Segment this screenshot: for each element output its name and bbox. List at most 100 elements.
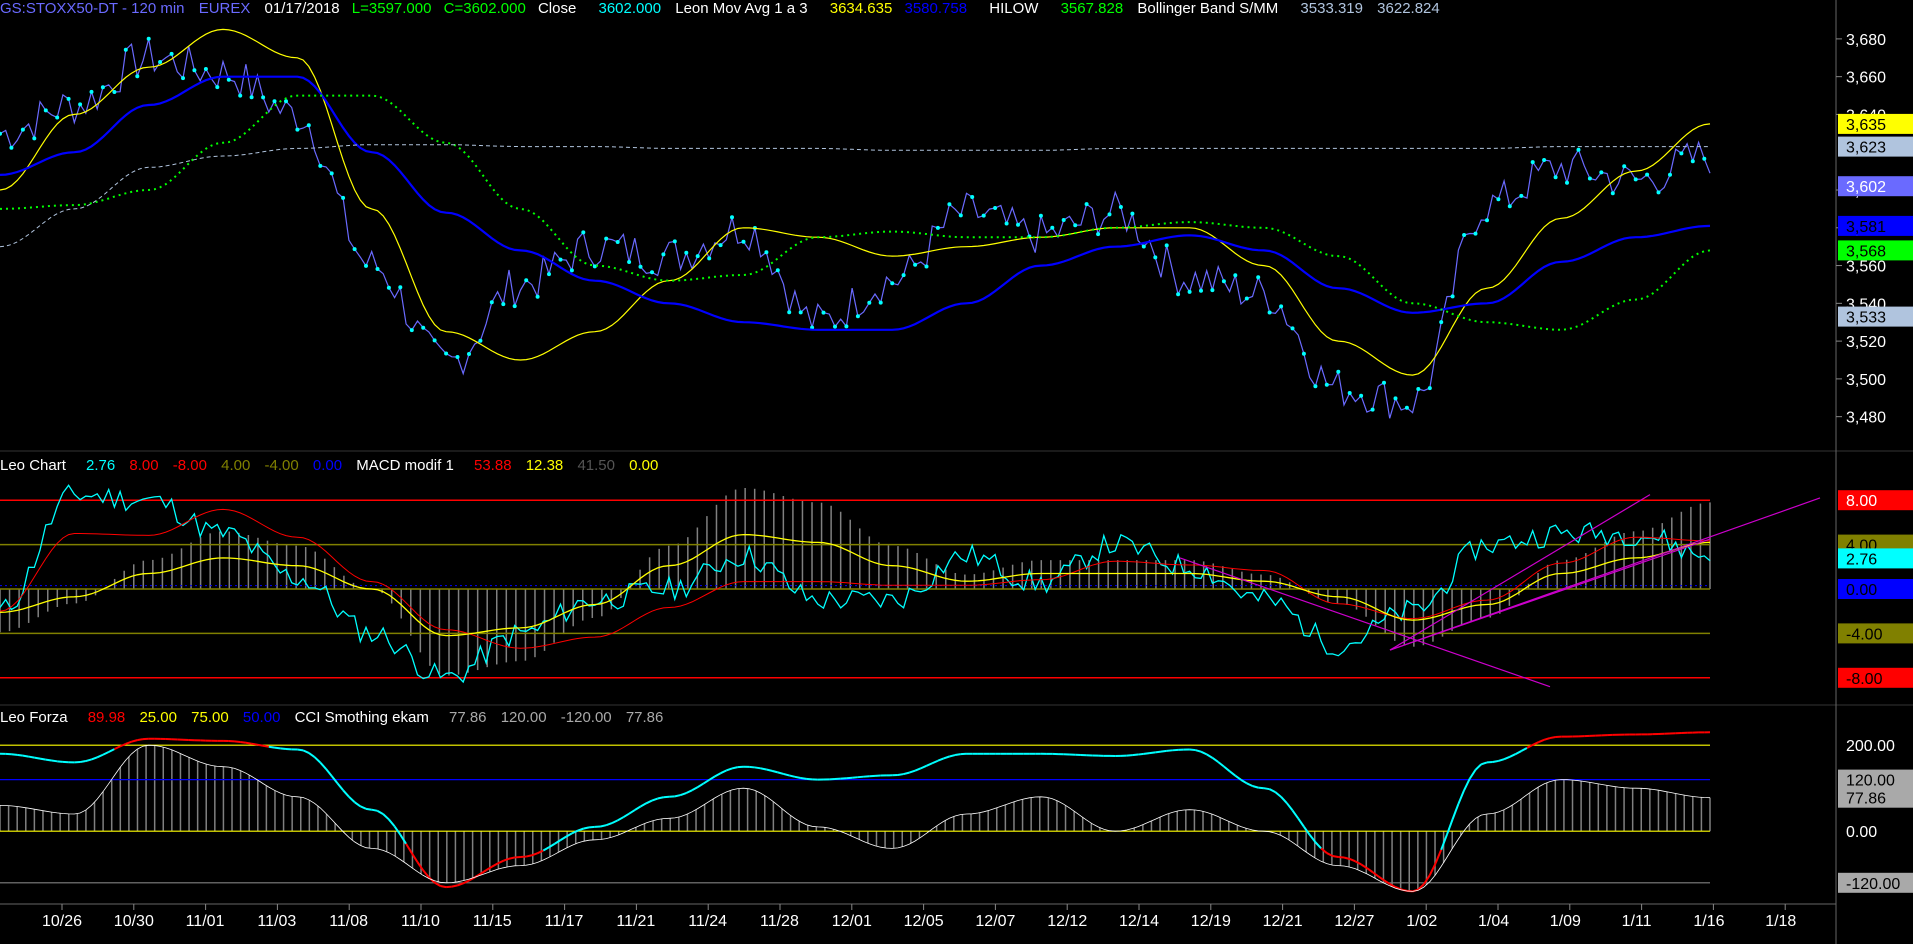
leo-forza-segment [1314,841,1322,850]
leo-forza-segment [600,824,607,828]
close-point [638,264,643,269]
leo-forza-segment [1291,809,1300,820]
close-point [1610,191,1615,196]
leo-forza-segment [451,884,458,888]
leo-forza-segment [914,767,922,772]
series-macd-modif-1 [0,533,1711,637]
price-axis-label: 3,480 [1846,410,1886,427]
leo-forza-segment [1326,852,1333,857]
leo-forza-segment [28,755,35,759]
leo-forza-segment [1463,778,1471,791]
close-point [501,302,506,307]
close-point [215,85,220,90]
close-point [512,304,517,309]
close-point [993,206,998,210]
series-hilow [0,94,1711,331]
macd-value-1: 53.88 [474,457,512,474]
leo-forza-segment [766,768,773,772]
trendline[interactable] [1179,557,1551,688]
leo-forza-segment [1423,874,1431,885]
close-point [764,250,769,255]
trendline[interactable] [1389,494,1651,651]
leo-forza-segment [119,742,127,748]
leo-forza-segment [1445,818,1454,836]
leo-forza-segment [108,748,115,753]
time-axis-label: 1/11 [1622,913,1652,930]
close-point [284,99,288,104]
time-axis-label: 11/17 [545,913,584,930]
leo-forza-segment [96,753,104,759]
leo-forza-segment [1274,791,1282,798]
leo-forza-segment [1360,863,1368,869]
price-tag [1838,113,1913,134]
close-point [592,264,597,269]
close-point [730,215,734,220]
close-point [741,239,746,244]
leo-forza-segment [548,842,556,849]
leo-forza-segment [1195,749,1202,753]
close-point [1473,231,1478,236]
forza-level-1: 25.00 [139,709,177,726]
cci-value-1: 77.86 [449,709,487,726]
leo-forza-segment [806,777,813,781]
close-point [272,99,277,104]
leo-forza-segment [783,772,790,777]
leo-forza-segment [102,751,110,756]
close-point [1016,222,1020,227]
trendline[interactable] [1389,497,1821,651]
cci-value-4: 77.86 [626,709,664,726]
leo-forza-segment [852,776,858,779]
leo-forza-segment [479,869,487,875]
close-point [295,127,300,132]
close-point [1256,275,1261,280]
leo-forza-segment [697,782,704,788]
cci-tag-label: -120.00 [1846,876,1900,893]
leo-forza-segment [640,802,647,808]
close-point [364,263,368,268]
bollinger-low-value: 3533.319 [1300,0,1363,17]
leo-forza-segment [1343,856,1350,860]
date-label: 01/17/2018 [265,0,340,17]
macd-value-3: 41.50 [577,457,615,474]
mov-avg-label: Leon Mov Avg 1 a 3 [675,0,807,17]
time-axis-label: 12/21 [1263,913,1303,930]
leo-forza-segment [1332,855,1339,858]
leo-forza-segment [240,740,247,744]
cci-tag-label: 200.00 [1846,738,1895,755]
time-axis-label: 11/24 [688,913,727,930]
leo-forza-segment [371,808,378,812]
series-close [0,38,1711,419]
price-axis-label: 3,680 [1846,32,1886,49]
leo-forza-segment [583,826,590,830]
close-point [558,257,563,262]
leo-forza-segment [926,762,933,767]
close-point [1404,405,1409,410]
leo-forza-segment [1246,782,1253,787]
leo-forza-segment [903,771,910,776]
close-point [970,195,975,199]
leo-forza-segment [680,792,687,797]
close-point [0,131,2,136]
close-point [1244,296,1249,301]
close-point [821,310,826,315]
close-point [718,243,723,248]
close-point [1690,159,1695,164]
close-point [1576,147,1581,152]
leo-forza-segment [559,835,567,841]
close-point [569,268,574,273]
close-point [1450,294,1455,299]
close-point [1622,164,1627,169]
leo-forza-segment [1515,750,1522,755]
close-point [1096,232,1101,237]
leo-forza-segment [954,753,961,757]
close-point [478,338,483,343]
macd-value-2: 12.38 [526,457,564,474]
leo-forza-label: Leo Forza [0,709,68,726]
close-point [261,95,266,100]
bollinger-high-value: 3622.824 [1377,0,1440,17]
close-point [489,300,494,305]
leo-forza-segment [1252,785,1259,789]
leo-forza-segment [1189,748,1196,752]
close-point [1301,351,1306,356]
